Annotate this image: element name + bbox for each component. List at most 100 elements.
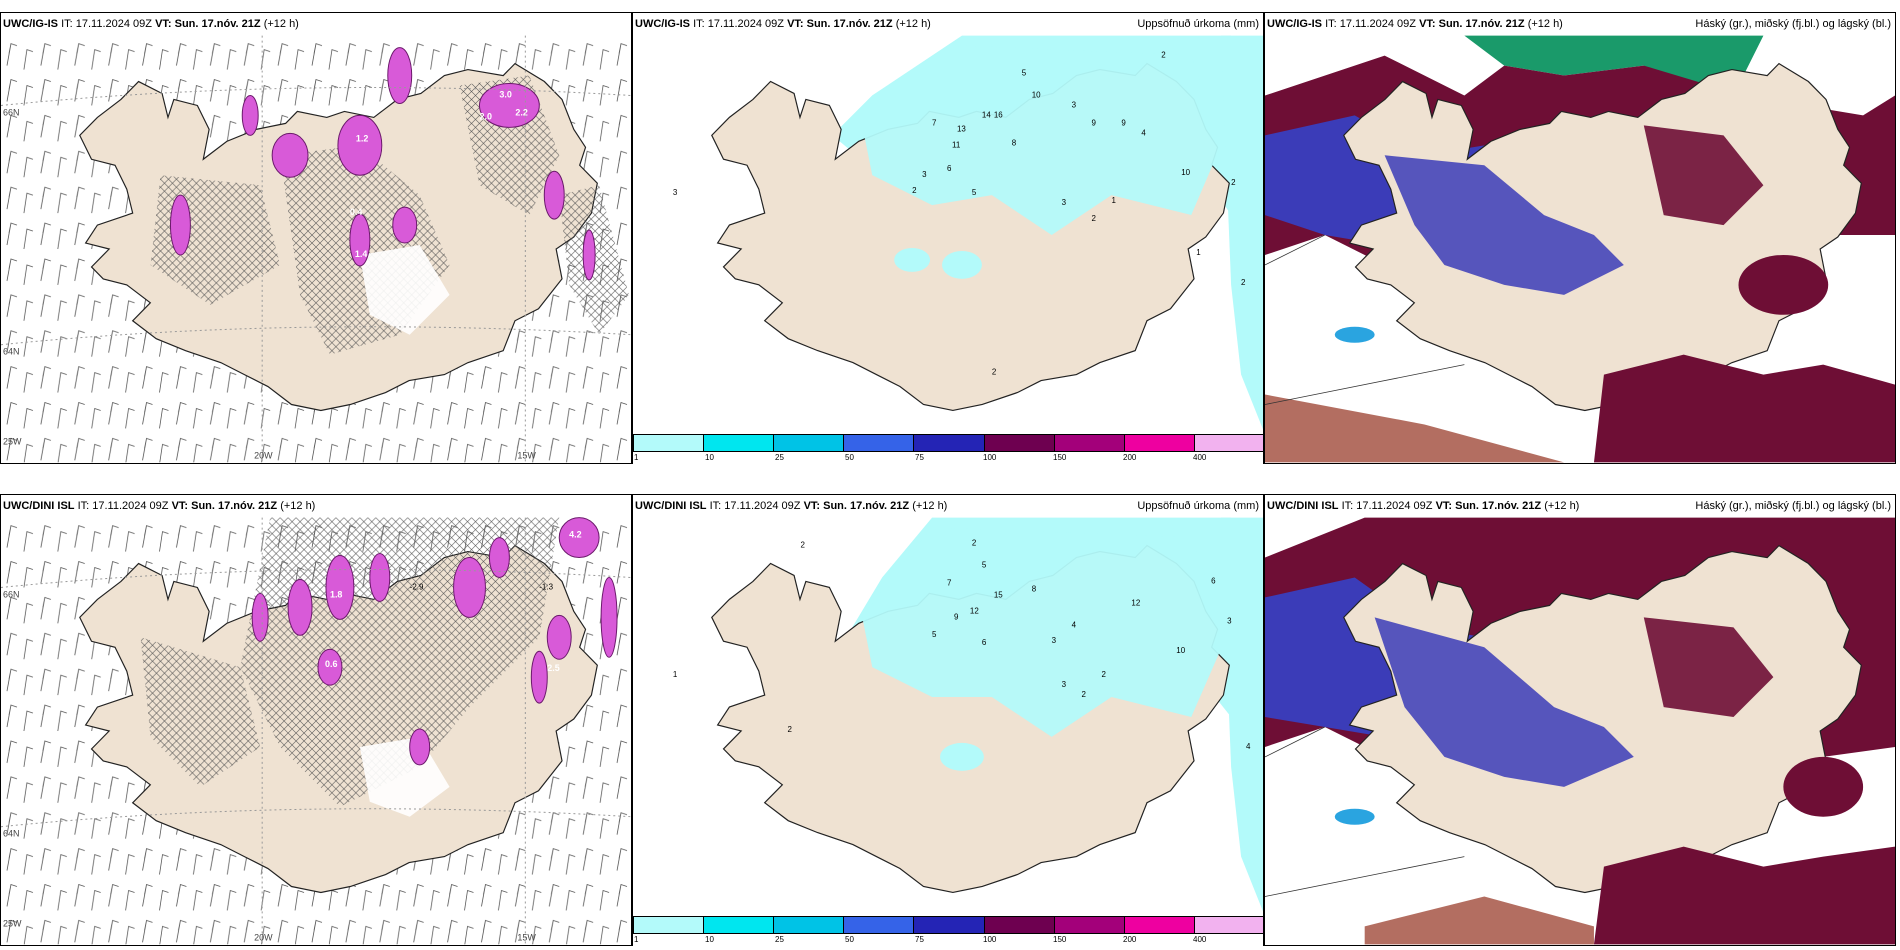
precip-value: 12 — [970, 606, 979, 615]
lon-label: 15W — [517, 932, 536, 942]
cloud-map — [1265, 517, 1895, 945]
colorbar-labels: 1 10 25 50 75 100 150 200 400 — [633, 453, 1263, 463]
precipitation-map: 2 5 7 12 15 9 8 6 4 5 3 2 2 1 6 3 2 12 1… — [673, 517, 1263, 912]
colorbar-label: 10 — [705, 935, 714, 944]
temp-label: 3.0 — [499, 89, 511, 99]
init-time: 17.11.2024 09Z — [75, 18, 152, 30]
precip-value: 16 — [994, 110, 1003, 119]
precip-value: 7 — [932, 118, 937, 127]
temperature-wind-map: 3.0 2.0 2.2 1.2 0.4 1.4 66N 64N 25W 20W … — [1, 35, 631, 463]
colorbar-label: 400 — [1193, 453, 1207, 462]
colorbar-label: 50 — [845, 935, 854, 944]
colorbar-swatch — [914, 435, 985, 451]
precip-value: 2 — [1092, 214, 1097, 223]
temp-label: 2.5 — [547, 663, 559, 673]
it-label: IT: — [693, 18, 705, 30]
temp-label: 1.4 — [355, 249, 367, 259]
panel-header: UWC/DINI ISL IT: 17.11.2024 09Z VT: Sun.… — [633, 495, 1263, 517]
it-label: IT: — [709, 500, 722, 512]
colorbar-swatch — [704, 917, 775, 933]
temp-label: 1.2 — [356, 133, 368, 143]
precip-value: 1 — [673, 670, 678, 679]
model-name: UWC/IG-IS — [635, 18, 690, 30]
precip-value: 11 — [952, 140, 961, 149]
precip-value: 9 — [954, 612, 959, 621]
colorbar-swatch — [704, 435, 775, 451]
colorbar-swatch — [634, 435, 705, 451]
precip-value: 3 — [922, 170, 927, 179]
colorbar-swatch — [1194, 917, 1263, 933]
panel-temperature-top: UWC/IG-IS IT: 17.11.2024 09Z VT: Sun. 17… — [0, 12, 632, 464]
colorbar-swatch — [984, 917, 1055, 933]
lat-label: 64N — [3, 347, 19, 357]
temp-label: 0.6 — [325, 659, 337, 669]
colorbar-label: 25 — [775, 935, 784, 944]
valid-time: Sun. 17.nóv. 21Z — [806, 18, 893, 30]
precip-value: 3 — [1062, 198, 1067, 207]
it-label: IT: — [61, 18, 73, 30]
lead-time: (+12 h) — [263, 18, 299, 30]
lead-time: (+12 h) — [912, 500, 948, 512]
precip-colorbar — [633, 916, 1263, 934]
precip-value: 2 — [972, 539, 977, 548]
precip-value: 9 — [1092, 118, 1097, 127]
lat-label: 66N — [3, 589, 19, 599]
colorbar-label: 150 — [1053, 453, 1067, 462]
precip-value: 3 — [673, 188, 678, 197]
panel-clouds-top: UWC/IG-IS IT: 17.11.2024 09Z VT: Sun. 17… — [1264, 12, 1896, 464]
panel-variable: Háský (gr.), miðský (fj.bl.) og lágský (… — [1695, 500, 1891, 512]
panel-header: UWC/IG-IS IT: 17.11.2024 09Z VT: Sun. 17… — [1265, 13, 1895, 35]
precip-value: 4 — [1246, 742, 1251, 751]
precip-value: 2 — [1102, 670, 1107, 679]
colorbar-label: 100 — [983, 935, 997, 944]
lon-label: 20W — [254, 450, 273, 460]
colorbar-swatch — [844, 435, 915, 451]
precip-values: 5 2 3 10 9 14 16 13 7 8 11 6 3 2 4 9 5 1… — [673, 51, 1246, 377]
precip-colorbar — [633, 434, 1263, 452]
precip-value: 15 — [994, 590, 1003, 599]
colorbar-label: 25 — [775, 453, 784, 462]
precip-value: 14 — [982, 110, 991, 119]
vt-label: VT: — [155, 18, 172, 30]
colorbar-label: 75 — [915, 453, 924, 462]
temp-label: 2.0 — [479, 111, 491, 121]
precip-value: 3 — [1227, 616, 1232, 625]
colorbar-label: 1 — [634, 453, 639, 462]
colorbar-swatch — [1124, 435, 1195, 451]
valid-time: Sun. 17.nóv. 21Z — [823, 500, 910, 512]
precip-value: 2 — [992, 368, 997, 377]
precip-value: 2 — [800, 541, 805, 550]
precip-value: 2 — [1082, 690, 1087, 699]
lead-time: (+12 h) — [1544, 500, 1580, 512]
panel-variable: Uppsöfnuð úrkoma (mm) — [1137, 500, 1259, 512]
colorbar-swatch — [984, 435, 1055, 451]
temp-label: 2.2 — [515, 107, 527, 117]
vt-label: VT: — [787, 18, 804, 30]
it-label: IT: — [77, 500, 90, 512]
precip-value: 10 — [1176, 646, 1185, 655]
precip-value: 13 — [957, 124, 966, 133]
panel-variable: Háský (gr.), miðský (fj.bl.) og lágský (… — [1695, 18, 1891, 30]
init-time: 17.11.2024 09Z — [1356, 500, 1433, 512]
vt-label: VT: — [803, 500, 821, 512]
panel-precipitation-bottom: UWC/DINI ISL IT: 17.11.2024 09Z VT: Sun.… — [632, 494, 1264, 946]
lead-time: (+12 h) — [1527, 18, 1563, 30]
panel-header: UWC/IG-IS IT: 17.11.2024 09Z VT: Sun. 17… — [1, 13, 631, 35]
lat-label: 64N — [3, 829, 19, 839]
panel-variable: Uppsöfnuð úrkoma (mm) — [1137, 18, 1259, 30]
precip-value: 3 — [1062, 680, 1067, 689]
colorbar-label: 200 — [1123, 935, 1137, 944]
precip-value: 4 — [1141, 128, 1146, 137]
init-time: 17.11.2024 09Z — [724, 500, 801, 512]
magenta-cells — [251, 517, 618, 766]
temperature-wind-map: -2.9 -1.3 2.5 0.6 4.2 1.8 66N 64N 25W 20… — [1, 517, 631, 945]
vt-label: VT: — [171, 500, 189, 512]
colorbar-label: 1 — [634, 935, 639, 944]
colorbar-labels: 1 10 25 50 75 100 150 200 400 — [633, 935, 1263, 945]
init-time: 17.11.2024 09Z — [707, 18, 784, 30]
precip-value: 5 — [1022, 68, 1027, 77]
colorbar-swatch — [844, 917, 915, 933]
precip-value: 6 — [982, 638, 987, 647]
cloud-map — [1265, 35, 1895, 463]
lat-label: 66N — [3, 107, 19, 117]
